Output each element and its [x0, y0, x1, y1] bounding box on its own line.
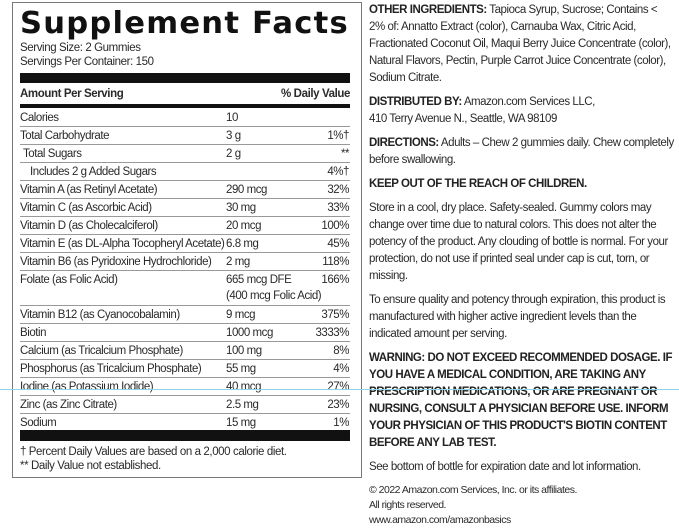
nutrient-amount: 2 g — [226, 148, 241, 160]
nutrient-row: Vitamin B6 (as Pyridoxine Hydrochloride)… — [20, 253, 350, 271]
nutrient-row: Vitamin B12 (as Cyanocobalamin) 9 mcg 375% — [20, 306, 350, 324]
nutrient-dv: 27% — [327, 381, 349, 393]
nutrient-dv: 375% — [321, 309, 349, 321]
nutrient-name: Total Sugars — [23, 148, 82, 160]
nutrient-dv: 100% — [321, 220, 349, 232]
nutrient-row: Total Sugars 2 g ** — [20, 145, 350, 163]
nutrient-amount: 20 mcg — [226, 220, 262, 232]
servings-per-container: Servings Per Container: 150 — [20, 56, 154, 68]
nutrient-name: Vitamin A (as Retinyl Acetate) — [20, 184, 158, 196]
nutrient-dv: 32% — [327, 184, 349, 196]
nutrient-name: Biotin — [20, 327, 47, 339]
nutrient-amount: 290 mcg — [226, 184, 267, 196]
nutrient-amount: 30 mg — [226, 202, 256, 214]
distributed-by: DISTRIBUTED BY: Amazon.com Services LLC,… — [369, 96, 595, 125]
nutrient-amount: 15 mg — [226, 417, 256, 429]
nutrient-name: Folate (as Folic Acid) — [20, 274, 118, 286]
nutrient-amount: 9 mcg — [226, 309, 256, 321]
nutrient-name: Iodine (as Potassium Iodide) — [20, 381, 154, 393]
nutrient-dv: 8% — [333, 345, 349, 357]
keep-out-warning: KEEP OUT OF THE REACH OF CHILDREN. — [369, 178, 587, 190]
nutrient-row: Zinc (as Zinc Citrate) 2.5 mg 23% — [20, 396, 350, 414]
nutrient-dv: 118% — [322, 256, 349, 268]
nutrient-amount: 665 mcg DFE (400 mcg Folic Acid) — [226, 274, 322, 302]
nutrient-dv: 23% — [327, 399, 349, 411]
nutrient-row: Vitamin A (as Retinyl Acetate) 290 mcg 32% — [20, 181, 350, 199]
nutrient-dv: ** — [340, 148, 350, 160]
nutrient-name: Vitamin E (as DL-Alpha Tocopheryl Acetat… — [20, 238, 225, 250]
nutrient-dv: 1%† — [327, 130, 349, 142]
copyright-block: © 2022 Amazon.com Services, Inc. or its … — [369, 483, 674, 528]
nutrient-table: Calories 10 Total Carbohydrate 3 g 1%† Total … — [20, 109, 350, 432]
nutrient-amount: 1000 mcg — [226, 327, 273, 339]
nutrient-amount: 2 mg — [226, 256, 250, 268]
nutrient-name: Vitamin B6 (as Pyridoxine Hydrochloride) — [20, 256, 212, 268]
footnotes: † Percent Daily Values are based on a 2,… — [20, 445, 287, 473]
nutrient-row: Phosphorus (as Tricalcium Phosphate) 55 m… — [20, 360, 350, 378]
other-ingredients: OTHER INGREDIENTS: Tapioca Syrup, Sucros… — [369, 4, 671, 84]
nutrient-row: Iodine (as Potassium Iodide) 40 mcg 27% — [20, 378, 350, 396]
nutrient-row: Vitamin D (as Cholecalciferol) 20 mcg 100% — [20, 217, 350, 235]
nutrient-amount: 6.8 mg — [226, 238, 259, 250]
nutrient-dv: 45% — [327, 238, 349, 250]
nutrient-row: Includes 2 g Added Sugars 4%† — [20, 163, 350, 181]
thick-divider — [20, 73, 350, 83]
nutrient-row: Vitamin E (as DL-Alpha Tocopheryl Acetat… — [20, 235, 350, 253]
nutrient-row: Sodium 15 mg 1% — [20, 414, 350, 432]
nutrient-name: Includes 2 g Added Sugars — [30, 166, 157, 178]
facts-title: Supplement Facts — [20, 6, 349, 41]
footnote-dv: † Percent Daily Values are based on a 2,… — [20, 446, 287, 458]
nutrient-row: Calcium (as Tricalcium Phosphate) 100 mg 8… — [20, 342, 350, 360]
supplement-facts-panel: Supplement Facts Serving Size: 2 Gummies… — [12, 2, 362, 478]
nutrient-row: Biotin 1000 mcg 3333% — [20, 324, 350, 342]
header-divider — [20, 104, 350, 108]
nutrient-name: Phosphorus (as Tricalcium Phosphate) — [20, 363, 202, 375]
nutrient-dv: 166% — [321, 274, 349, 286]
label-info: OTHER INGREDIENTS: Tapioca Syrup, Sucros… — [369, 2, 674, 528]
nutrient-amount: 2.5 mg — [226, 399, 259, 411]
expiration-text: See bottom of bottle for expiration date… — [369, 461, 641, 473]
nutrient-amount: 40 mcg — [226, 381, 262, 393]
nutrient-dv: 1% — [333, 417, 349, 429]
directions: DIRECTIONS: Adults – Chew 2 gummies dail… — [369, 137, 674, 166]
guide-line — [0, 389, 679, 390]
header-amount: Amount Per Serving — [20, 88, 124, 100]
nutrient-name: Calcium (as Tricalcium Phosphate) — [20, 345, 183, 357]
nutrient-name: Sodium — [20, 417, 57, 429]
bottom-divider — [20, 430, 350, 441]
nutrient-amount: 10 — [226, 112, 238, 124]
storage-text: Store in a cool, dry place. Safety-seale… — [369, 202, 668, 282]
nutrient-dv: 4%† — [327, 166, 349, 178]
nutrient-row: Calories 10 — [20, 109, 350, 127]
website-url: www.amazon.com/amazonbasics — [369, 514, 511, 526]
dosage-warning: WARNING: DO NOT EXCEED RECOMMENDED DOSAG… — [369, 352, 673, 449]
nutrient-row: Folate (as Folic Acid) 665 mcg DFE (400 m… — [20, 271, 350, 306]
nutrient-dv: 4% — [333, 363, 349, 375]
nutrient-dv: 33% — [327, 202, 349, 214]
footnote-not-established: ** Daily Value not established. — [20, 460, 161, 472]
nutrient-name: Vitamin D (as Cholecalciferol) — [20, 220, 158, 232]
nutrient-amount: 3 g — [226, 130, 241, 142]
nutrient-name: Zinc (as Zinc Citrate) — [20, 399, 117, 411]
nutrient-row: Total Carbohydrate 3 g 1%† — [20, 127, 350, 145]
potency-text: To ensure quality and potency through ex… — [369, 294, 666, 340]
nutrient-name: Total Carbohydrate — [20, 130, 110, 142]
nutrient-dv: 3333% — [315, 327, 349, 339]
table-header: Amount Per Serving % Daily Value — [20, 88, 350, 100]
nutrient-name: Vitamin B12 (as Cyanocobalamin) — [20, 309, 180, 321]
header-dv: % Daily Value — [281, 88, 350, 100]
nutrient-name: Calories — [20, 112, 59, 124]
nutrient-name: Vitamin C (as Ascorbic Acid) — [20, 202, 152, 214]
serving-size: Serving Size: 2 Gummies — [20, 42, 141, 54]
nutrient-amount: 100 mg — [226, 345, 262, 357]
nutrient-amount: 55 mg — [226, 363, 256, 375]
nutrient-row: Vitamin C (as Ascorbic Acid) 30 mg 33% — [20, 199, 350, 217]
